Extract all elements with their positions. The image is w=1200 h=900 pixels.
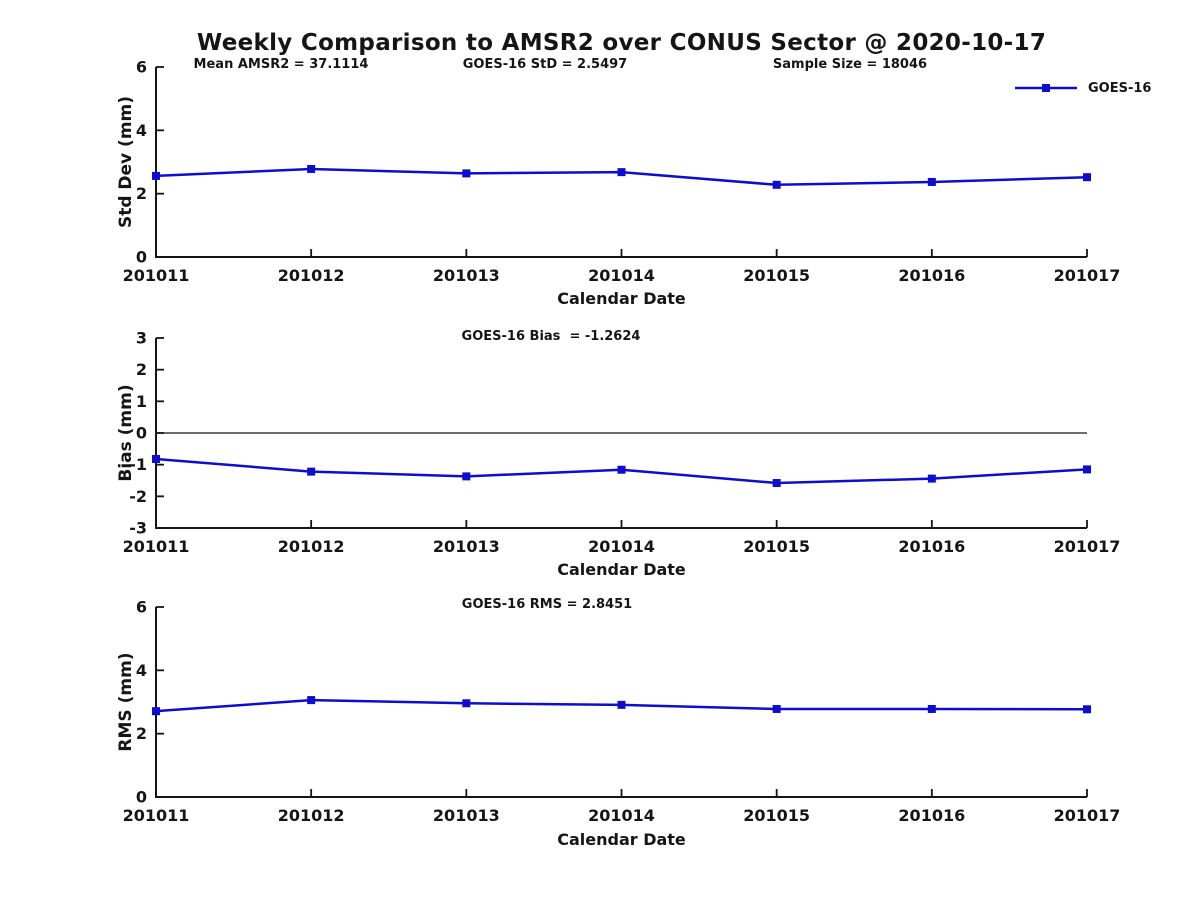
x-axis-label-2: Calendar Date <box>557 560 686 579</box>
x-tick-label: 201011 <box>123 537 190 556</box>
figure-title: Weekly Comparison to AMSR2 over CONUS Se… <box>196 30 1047 56</box>
y-tick-label: 0 <box>136 248 147 267</box>
data-point <box>152 454 160 463</box>
y-axis-label-std-dev: Std Dev (mm) <box>116 95 136 229</box>
data-point <box>307 696 316 705</box>
y-tick-label: 4 <box>136 661 147 680</box>
x-tick-label: 201013 <box>433 266 500 285</box>
axis-spines <box>155 67 1087 258</box>
annotation-goes16-std: GOES-16 StD = 2.5497 <box>462 57 628 72</box>
data-point <box>927 474 936 483</box>
data-point <box>152 707 160 716</box>
data-point <box>927 704 936 713</box>
x-tick-label: 201015 <box>743 266 810 285</box>
data-point <box>307 164 316 173</box>
y-axis-label-bias: Bias (mm) <box>116 384 136 482</box>
x-tick-label: 201011 <box>123 806 190 825</box>
x-tick-label: 201014 <box>588 537 655 556</box>
data-point <box>772 180 781 189</box>
data-point <box>772 704 781 713</box>
x-tick-label: 201012 <box>278 537 345 556</box>
plot-bias: -3 -2 -1 0 1 2 3 201011 201012 201013 201014 201015… <box>123 329 1121 557</box>
y-tick-label: 2 <box>136 724 147 743</box>
x-tick-label: 201014 <box>588 806 655 825</box>
y-tick-label: -2 <box>129 487 147 506</box>
data-point <box>1083 465 1091 474</box>
data-point <box>152 171 160 180</box>
x-tick-label: 201016 <box>898 806 965 825</box>
x-tick-label: 201017 <box>1054 537 1121 556</box>
x-axis-label-1: Calendar Date <box>557 289 686 308</box>
data-point <box>307 467 316 476</box>
x-tick-label: 201016 <box>898 266 965 285</box>
data-point <box>927 177 936 186</box>
data-point <box>772 479 781 488</box>
annotation-goes16-rms: GOES-16 RMS = 2.8451 <box>461 597 633 612</box>
x-axis-label-3: Calendar Date <box>557 830 686 849</box>
x-tick-label: 201017 <box>1054 806 1121 825</box>
x-tick-label: 201013 <box>433 537 500 556</box>
x-tick-label: 201015 <box>743 537 810 556</box>
legend: GOES-16 <box>1012 78 1151 98</box>
data-point <box>462 472 471 481</box>
x-tick-label: 201012 <box>278 806 345 825</box>
x-tick-label: 201017 <box>1054 266 1121 285</box>
x-tick-label: 201016 <box>898 537 965 556</box>
data-point <box>1083 705 1091 714</box>
y-tick-label: 2 <box>136 184 147 203</box>
y-tick-label: 4 <box>136 121 147 140</box>
plot-std-dev: 0 2 4 6 201011 201012 201013 201014 201015 201016… <box>123 58 1121 286</box>
data-point <box>1083 173 1091 182</box>
data-point <box>462 699 471 708</box>
y-tick-label: 0 <box>136 424 147 443</box>
x-tick-label: 201012 <box>278 266 345 285</box>
data-point <box>462 169 471 178</box>
data-point <box>617 700 626 709</box>
data-point <box>617 168 626 177</box>
y-tick-label: 1 <box>136 392 147 411</box>
plot-rms: 0 2 4 6 201011 201012 201013 201014 201015 201016… <box>123 598 1121 826</box>
x-tick-label: 201014 <box>588 266 655 285</box>
legend-label: GOES-16 <box>1088 80 1152 96</box>
annotation-sample-size: Sample Size = 18046 <box>772 57 928 72</box>
y-tick-label: -3 <box>129 519 147 538</box>
x-tick-label: 201013 <box>433 806 500 825</box>
annotation-mean-amsr2: Mean AMSR2 = 37.1114 <box>193 57 369 72</box>
y-axis-label-rms: RMS (mm) <box>116 652 136 752</box>
y-tick-label: 3 <box>136 329 147 348</box>
y-tick-label: -1 <box>129 455 147 474</box>
y-tick-label: 6 <box>136 58 147 77</box>
y-tick-label: 6 <box>136 598 147 617</box>
data-point <box>617 465 626 474</box>
y-tick-label: 0 <box>136 788 147 807</box>
x-tick-label: 201011 <box>123 266 190 285</box>
x-tick-label: 201015 <box>743 806 810 825</box>
y-tick-label: 2 <box>136 360 147 379</box>
annotation-goes16-bias: GOES-16 Bias = -1.2624 <box>461 329 641 344</box>
legend-line-marker-icon <box>1015 84 1077 92</box>
